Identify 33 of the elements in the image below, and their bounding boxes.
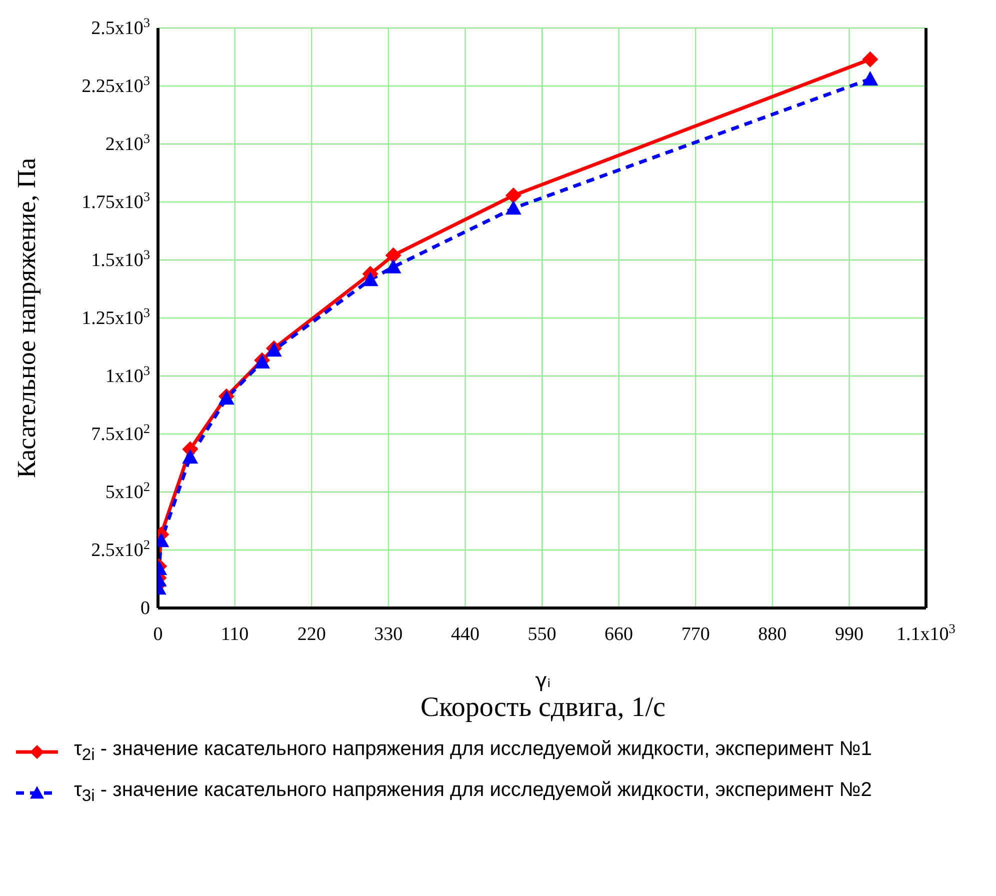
y-tick-label: 2.5x10$^{3}$ [91,14,150,39]
y-tick-label: 2.5x10$^{2}$ [91,536,150,561]
y-tick-label: 1.5x10$^{3}$ [91,246,150,271]
y-tick-label: 5x10$^{2}$ [105,478,150,503]
y-tick-label: 0 [140,598,150,619]
y-tick-label: 1.75x10$^{3}$ [82,188,150,213]
x-tick-label: 880 [758,624,787,645]
x-tick-label: 770 [681,624,710,645]
point [385,247,402,264]
x-tick-label: 440 [450,624,480,645]
y-tick-label: 2.25x10$^{3}$ [82,72,150,97]
y-tick-label: 2x10$^{3}$ [105,130,150,155]
x-tick-label: 990 [834,624,864,645]
x-tick-label: 220 [297,624,326,645]
x-tick-label: 110 [220,624,249,645]
x-tick-label: 550 [528,624,556,645]
x-tick-label: 330 [374,624,403,645]
point [505,200,522,215]
y-tick-label: 7.5x10$^{2}$ [91,420,150,445]
point [385,258,402,274]
point [862,71,878,86]
legend-label: τ$_{3i}$ - значение касательного напряжения для исследуемой жидкости, эксперимент №2 [74,779,872,806]
x-tick-label: 660 [604,624,634,645]
y-tick-label: 1.25x10$^{3}$ [82,304,150,329]
x-axis-title: γᵢ Скорость сдвига, 1/с [420,668,666,724]
point [362,272,378,286]
point [182,449,198,464]
legend-label: τ$_{2i}$ - значение касательного напряжения для исследуемой жидкости, эксперимент №1 [74,738,872,765]
y-tick-label: 1x10$^{3}$ [105,362,150,387]
y-axis-title: Касательное напряжение, Па [12,157,42,478]
point [862,51,878,68]
x-tick-label: 1.1x10$^{3}$ [896,620,956,645]
point [505,188,522,204]
